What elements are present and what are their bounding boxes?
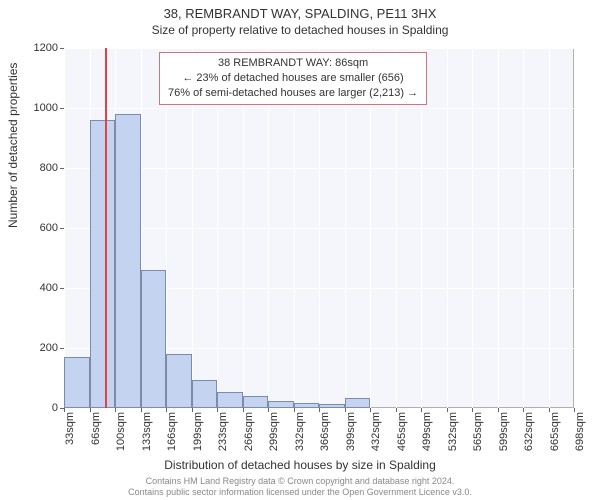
histogram-bar [166, 354, 192, 408]
gridline-v [549, 48, 550, 408]
gridline-v [574, 48, 575, 408]
xtick-label: 133sqm [141, 408, 153, 451]
xtick-label: 299sqm [268, 408, 280, 451]
ytick-label: 1200 [34, 42, 58, 54]
x-axis-label: Distribution of detached houses by size … [0, 458, 600, 472]
ytick-label: 0 [52, 402, 58, 414]
gridline-v [447, 48, 448, 408]
xtick-label: 166sqm [166, 408, 178, 451]
plot-area: 02004006008001000120033sqm66sqm100sqm133… [64, 48, 574, 408]
gridline-v [64, 48, 65, 408]
title-block: 38, REMBRANDT WAY, SPALDING, PE11 3HX Si… [0, 0, 600, 37]
xtick-label: 199sqm [192, 408, 204, 451]
page-subtitle: Size of property relative to detached ho… [0, 23, 600, 37]
xtick-label: 499sqm [421, 408, 433, 451]
ytick-label: 600 [40, 222, 58, 234]
xtick-label: 698sqm [574, 408, 586, 451]
ytick-label: 800 [40, 162, 58, 174]
histogram-bar [141, 270, 167, 408]
xtick-label: 399sqm [345, 408, 357, 451]
xtick-label: 233sqm [217, 408, 229, 451]
info-line-3: 76% of semi-detached houses are larger (… [168, 86, 418, 101]
chart-container: 38, REMBRANDT WAY, SPALDING, PE11 3HX Si… [0, 0, 600, 500]
info-line-1: 38 REMBRANDT WAY: 86sqm [168, 56, 418, 71]
xtick-label: 465sqm [396, 408, 408, 451]
ytick-label: 1000 [34, 102, 58, 114]
xtick-label: 66sqm [90, 408, 102, 445]
footer-line-2: Contains public sector information licen… [0, 487, 600, 498]
y-axis-label: Number of detached properties [6, 63, 20, 228]
histogram-bar [243, 396, 269, 408]
xtick-label: 332sqm [294, 408, 306, 451]
xtick-label: 266sqm [243, 408, 255, 451]
xtick-label: 632sqm [523, 408, 535, 451]
page-title: 38, REMBRANDT WAY, SPALDING, PE11 3HX [0, 6, 600, 21]
gridline-v [472, 48, 473, 408]
xtick-label: 599sqm [498, 408, 510, 451]
histogram-bar [115, 114, 141, 408]
xtick-label: 532sqm [447, 408, 459, 451]
xtick-label: 366sqm [319, 408, 331, 451]
histogram-bar [294, 403, 320, 408]
property-marker-line [105, 48, 107, 408]
xtick-label: 665sqm [549, 408, 561, 451]
ytick-label: 200 [40, 342, 58, 354]
histogram-bar [319, 404, 345, 408]
xtick-label: 100sqm [115, 408, 127, 451]
footer: Contains HM Land Registry data © Crown c… [0, 476, 600, 499]
histogram-bar [268, 401, 294, 409]
histogram-bar [90, 120, 116, 408]
xtick-label: 33sqm [64, 408, 76, 445]
histogram-bar [64, 357, 90, 408]
xtick-label: 432sqm [370, 408, 382, 451]
histogram-bar [345, 398, 371, 409]
gridline-v [498, 48, 499, 408]
info-line-2: ← 23% of detached houses are smaller (65… [168, 71, 418, 86]
ytick-label: 400 [40, 282, 58, 294]
xtick-label: 565sqm [472, 408, 484, 451]
footer-line-1: Contains HM Land Registry data © Crown c… [0, 476, 600, 487]
gridline-v [523, 48, 524, 408]
histogram-bar [217, 392, 243, 409]
info-box: 38 REMBRANDT WAY: 86sqm ← 23% of detache… [159, 52, 427, 105]
histogram-bar [192, 380, 218, 409]
